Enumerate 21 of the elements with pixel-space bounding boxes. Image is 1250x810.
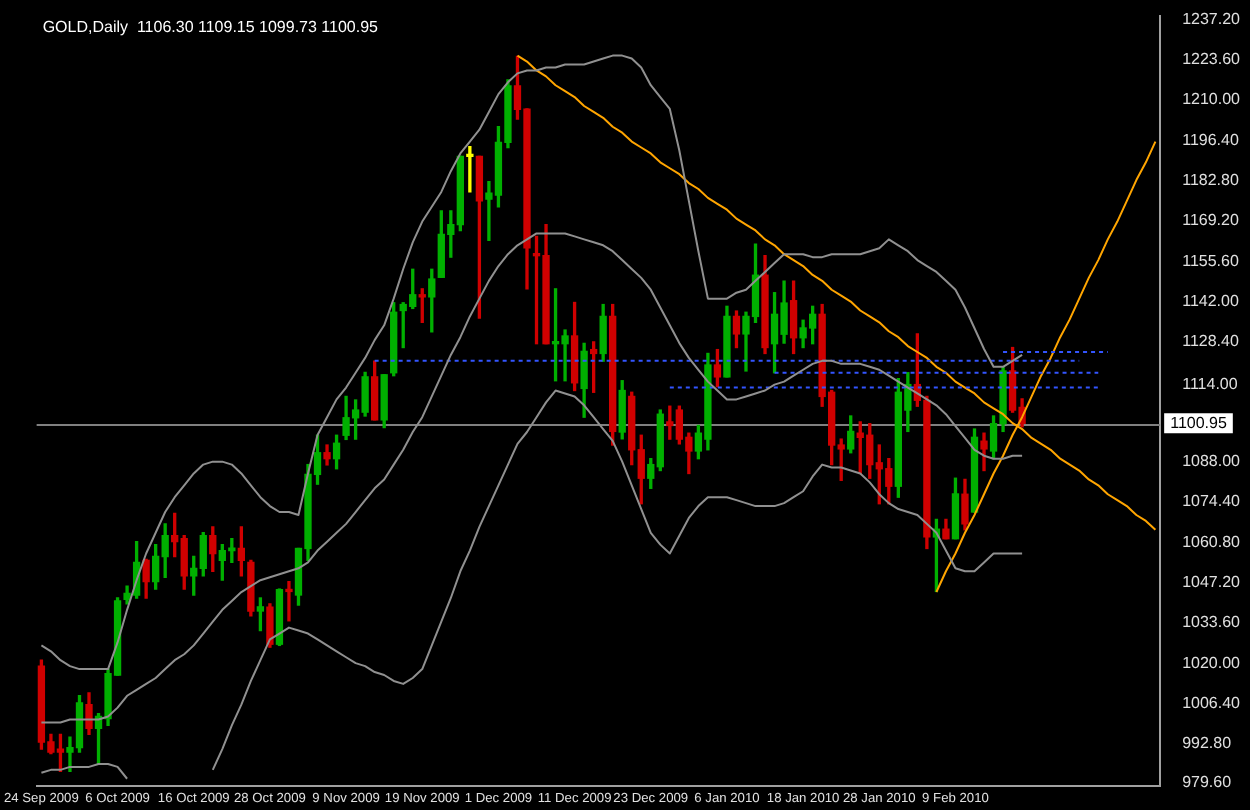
y-tick-label: 1114.00	[1182, 374, 1239, 393]
y-tick-label: 1033.60	[1182, 613, 1242, 632]
y-tick-label: 1223.60	[1182, 50, 1242, 69]
y-tick-label: 1169.20	[1182, 211, 1240, 230]
y-tick-label: 979.60	[1182, 773, 1233, 792]
y-tick-label: 1142.00	[1182, 292, 1240, 310]
chart-title: GOLD,Daily 1106.30 1109.15 1099.73 1100.95	[42, 18, 380, 37]
y-tick-label: 1060.80	[1182, 532, 1242, 551]
y-tick-label: 992.80	[1182, 734, 1233, 753]
y-tick-label: 1088.00	[1182, 452, 1242, 471]
ref-line-label: 1100.95	[1170, 413, 1228, 432]
y-tick-label: 1074.40	[1182, 492, 1242, 511]
y-tick-label: 1155.60	[1182, 251, 1240, 270]
y-tick-label: 1128.40	[1182, 332, 1240, 351]
y-tick-label: 1020.00	[1182, 653, 1242, 672]
y-tick-label: 1182.80	[1182, 171, 1240, 190]
y-tick-label: 1006.40	[1182, 693, 1242, 712]
y-tick-label: 1196.40	[1182, 130, 1240, 149]
y-tick-label: 1047.20	[1182, 572, 1242, 591]
y-tick-label: 1210.00	[1182, 90, 1242, 109]
y-tick-label: 1237.20	[1182, 9, 1242, 28]
